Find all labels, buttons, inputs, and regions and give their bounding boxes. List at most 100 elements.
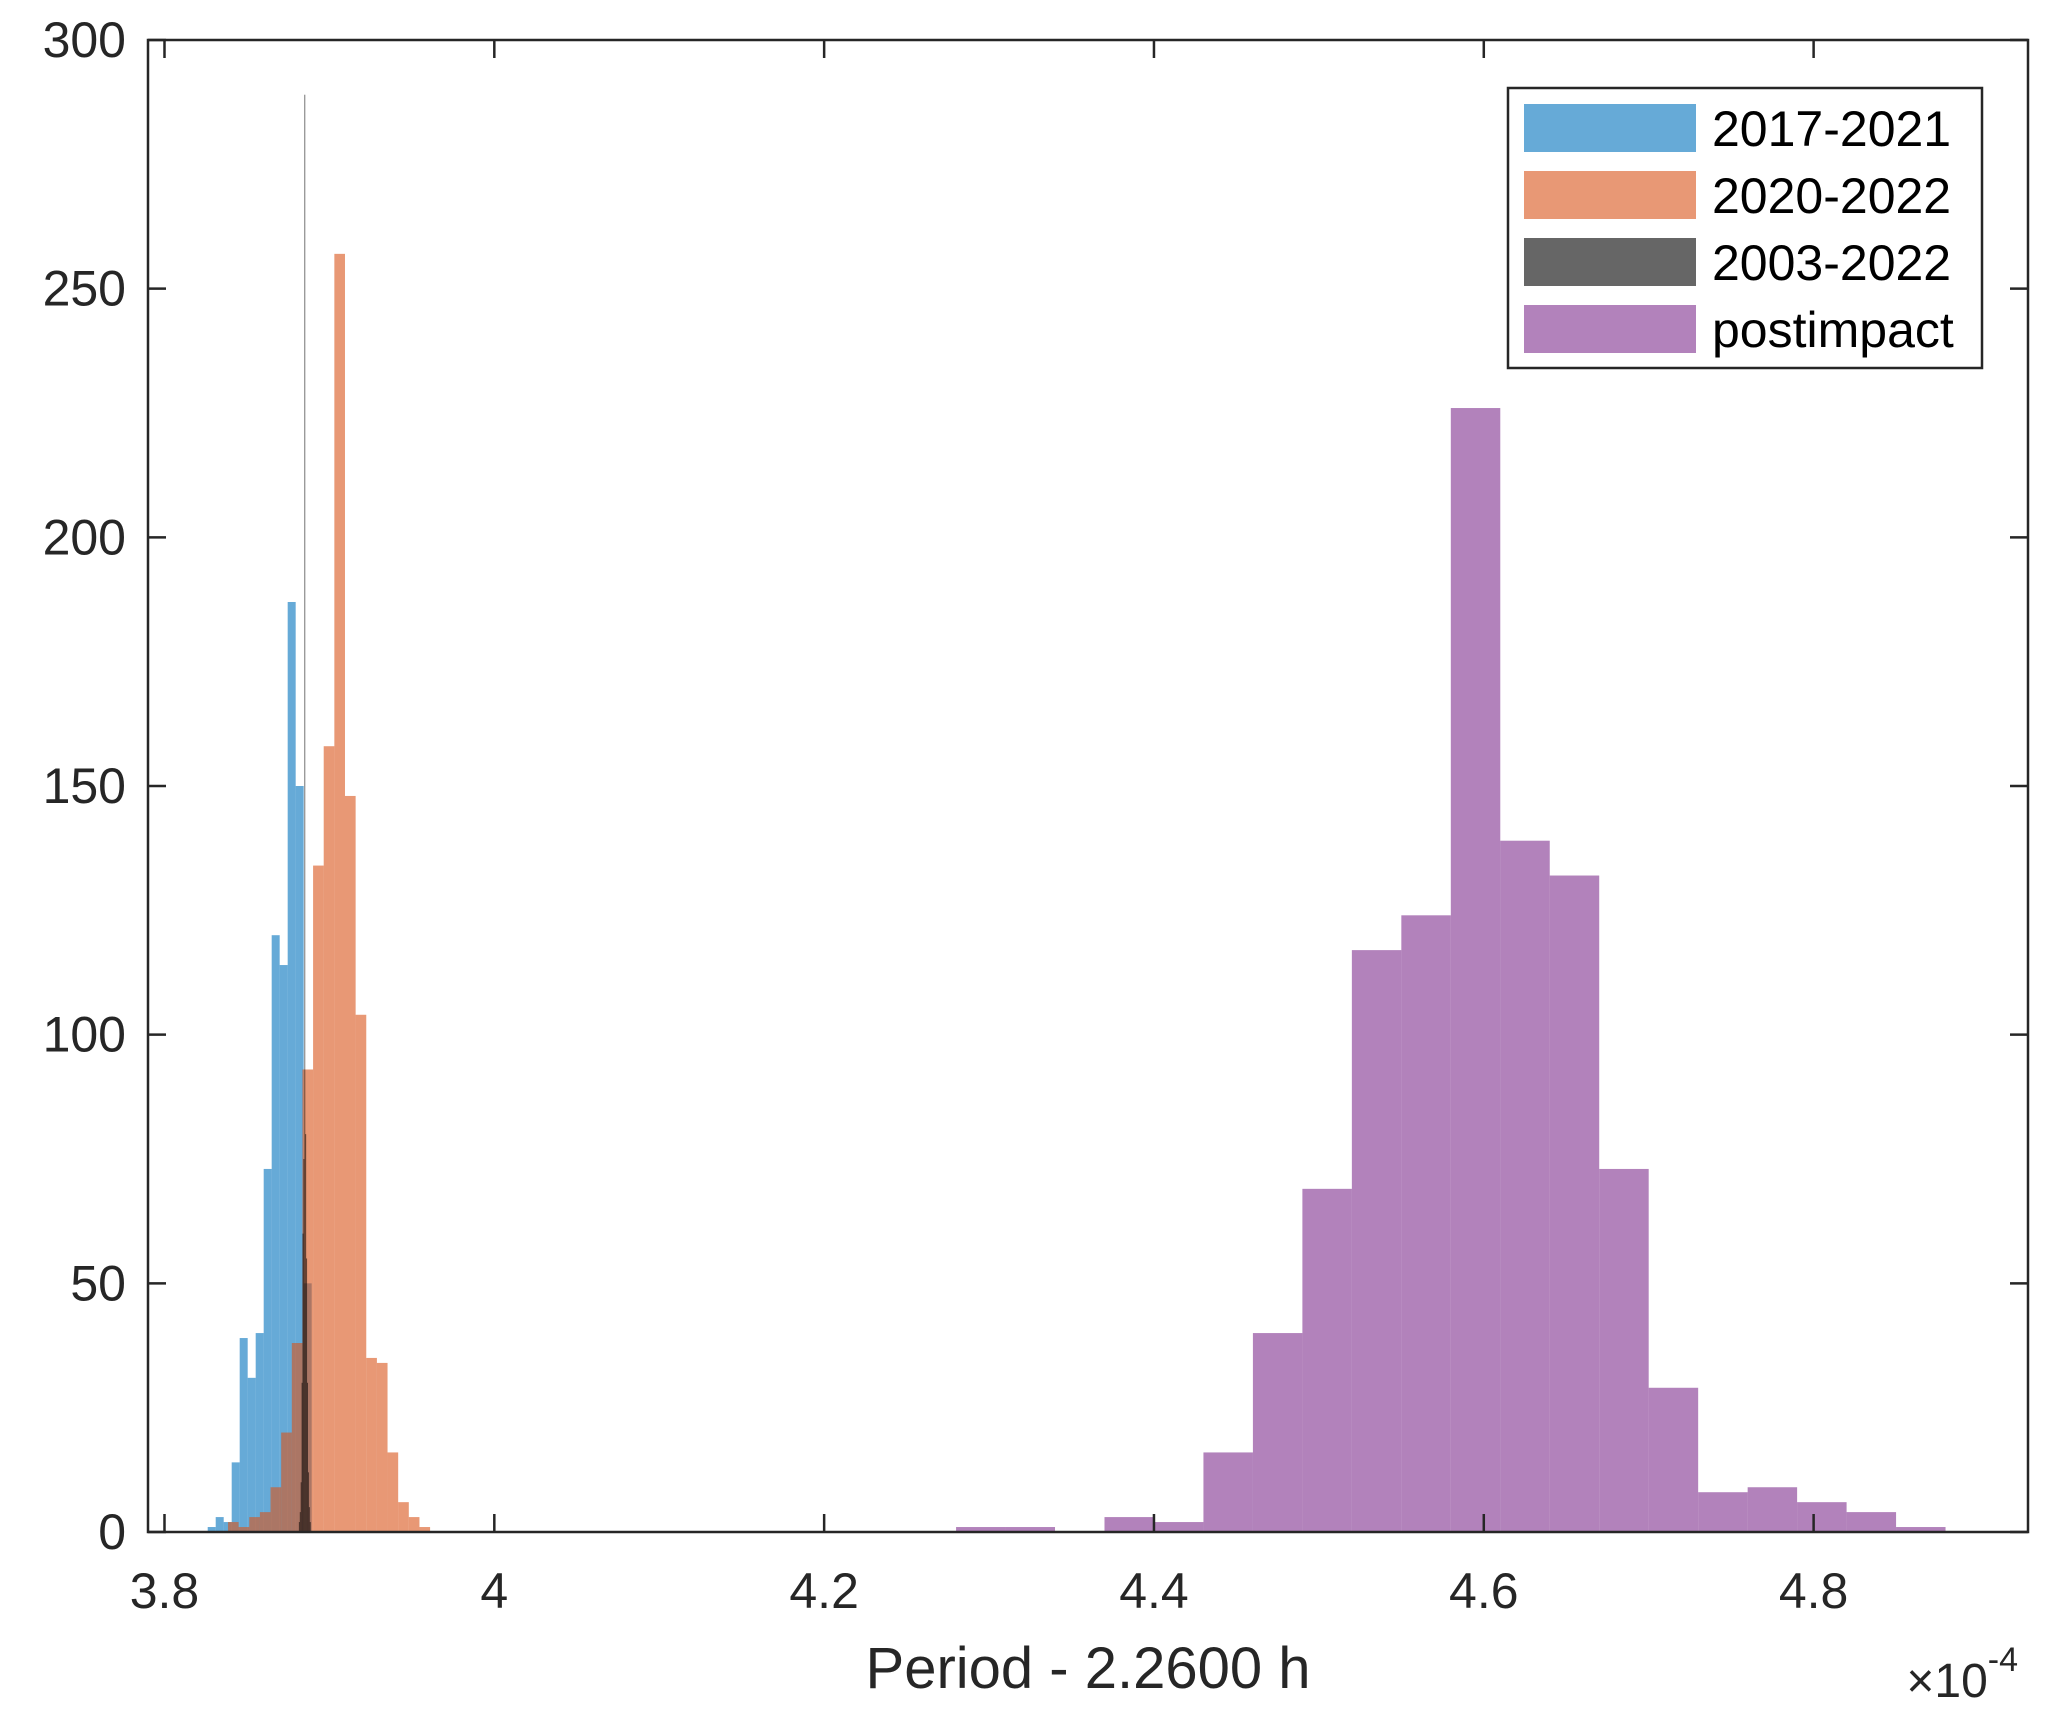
histogram-bar	[259, 1512, 271, 1532]
legend-label: 2017-2021	[1712, 101, 1951, 157]
legend-entry: 2003-2022	[1524, 235, 1951, 291]
histogram-bar	[1896, 1527, 1946, 1532]
legend-swatch	[1524, 171, 1696, 219]
x-tick-label: 4.6	[1449, 1563, 1519, 1619]
legend-entry: 2017-2021	[1524, 101, 1951, 157]
x-tick-label: 4.8	[1779, 1563, 1849, 1619]
legend: 2017-2021 2020-2022 2003-2022 postimpact	[1506, 86, 1984, 370]
histogram-bar	[376, 1362, 388, 1532]
histogram-bar	[287, 601, 296, 1532]
legend-swatch	[1524, 238, 1696, 286]
histogram-bar	[313, 865, 324, 1532]
y-tick-label: 250	[43, 261, 126, 317]
histogram-bar	[344, 795, 356, 1532]
histogram-bar	[291, 1343, 303, 1532]
histogram-bar	[307, 1472, 309, 1532]
legend-entry: 2020-2022	[1524, 168, 1951, 224]
histogram-bar	[239, 1338, 248, 1532]
histogram-bar	[1401, 915, 1451, 1532]
histogram-bar	[1153, 1522, 1204, 1532]
series-2-bars	[298, 94, 311, 1533]
bars-layer	[207, 94, 1946, 1533]
histogram-bar	[281, 1432, 292, 1532]
histogram-bar	[207, 1527, 216, 1532]
histogram-bar	[334, 253, 345, 1533]
histogram-bar	[307, 1382, 308, 1532]
series-1-bars	[227, 253, 431, 1533]
histogram-bar	[1252, 1333, 1303, 1532]
histogram-bar	[1698, 1492, 1748, 1532]
histogram-bar	[270, 1487, 282, 1532]
x-axis-exponent-base: ×10	[1906, 1655, 1987, 1708]
histogram-bar	[271, 935, 280, 1532]
ticks-layer	[148, 38, 2028, 1534]
histogram-bar	[238, 1527, 250, 1532]
y-tick-label: 200	[43, 509, 126, 565]
histogram-bar	[304, 94, 306, 1533]
x-axis-title: Period - 2.2600 h	[866, 1636, 1311, 1701]
histogram-bar	[308, 1507, 310, 1532]
histogram-bar	[1648, 1387, 1699, 1532]
y-tick-label: 50	[70, 1255, 126, 1311]
histogram-bar	[408, 1517, 420, 1532]
histogram-bar	[366, 1357, 377, 1532]
histogram-bar	[215, 1517, 224, 1532]
series-3-bars	[956, 408, 1946, 1532]
histogram-bar	[295, 786, 304, 1532]
histogram-bar	[223, 1522, 232, 1532]
legend-label: postimpact	[1712, 302, 1954, 358]
histogram-bar	[306, 1258, 308, 1532]
y-tick-label: 100	[43, 1007, 126, 1063]
histogram-bar	[298, 1522, 300, 1532]
histogram-bar	[299, 1512, 301, 1532]
histogram-bar	[1104, 1517, 1154, 1532]
x-tick-labels: 3.8 4 4.2 4.4 4.6 4.8	[130, 1563, 1849, 1619]
histogram-bar	[302, 1233, 304, 1532]
histogram-bar	[1797, 1502, 1847, 1532]
legend-label: 2020-2022	[1712, 168, 1951, 224]
histogram-bar	[355, 1014, 367, 1532]
histogram-bar	[1203, 1452, 1253, 1532]
x-tick-label: 4	[480, 1563, 508, 1619]
x-tick-label: 4.2	[789, 1563, 859, 1619]
histogram-bar	[1351, 950, 1402, 1532]
histogram-bar	[227, 1522, 239, 1532]
histogram-bar	[263, 1168, 272, 1532]
x-tick-label: 3.8	[130, 1563, 200, 1619]
y-tick-label: 150	[43, 758, 126, 814]
legend-label: 2003-2022	[1712, 235, 1951, 291]
y-tick-label: 0	[98, 1504, 126, 1560]
histogram-bar	[323, 746, 335, 1532]
histogram-bar	[1005, 1527, 1056, 1532]
histogram-bar	[1599, 1168, 1649, 1532]
histogram-bar	[305, 1134, 307, 1532]
x-axis-exponent: ×10-4	[1906, 1641, 2018, 1708]
histogram-bar	[300, 1482, 302, 1532]
histogram-bar	[398, 1502, 409, 1532]
histogram-bar	[309, 1522, 311, 1532]
histogram-bar	[255, 1333, 264, 1532]
histogram-bar	[419, 1527, 431, 1532]
x-axis-exponent-power: -4	[1988, 1641, 2018, 1679]
legend-swatch	[1524, 305, 1696, 353]
histogram-bar	[247, 1377, 256, 1532]
y-tick-label: 300	[43, 12, 126, 68]
histogram-bar	[231, 1462, 240, 1532]
histogram-bar	[1549, 875, 1600, 1532]
histogram-bar	[302, 1069, 314, 1532]
y-tick-labels: 0 50 100 150 200 250 300	[43, 12, 126, 1560]
legend-entry: postimpact	[1524, 302, 1954, 358]
histogram-bar	[956, 1527, 1006, 1532]
legend-swatch	[1524, 104, 1696, 152]
histogram-bar	[301, 1382, 303, 1532]
histogram-bar	[1450, 408, 1501, 1532]
x-tick-label: 4.4	[1119, 1563, 1189, 1619]
histogram-bar	[387, 1452, 399, 1532]
histogram-bar	[1302, 1188, 1352, 1532]
legend-items: 2017-2021 2020-2022 2003-2022 postimpact	[1524, 101, 1954, 358]
histogram-bar	[1747, 1487, 1798, 1532]
histogram-bar	[249, 1517, 260, 1532]
histogram-bar	[279, 965, 288, 1532]
histogram-bar	[1846, 1512, 1897, 1532]
